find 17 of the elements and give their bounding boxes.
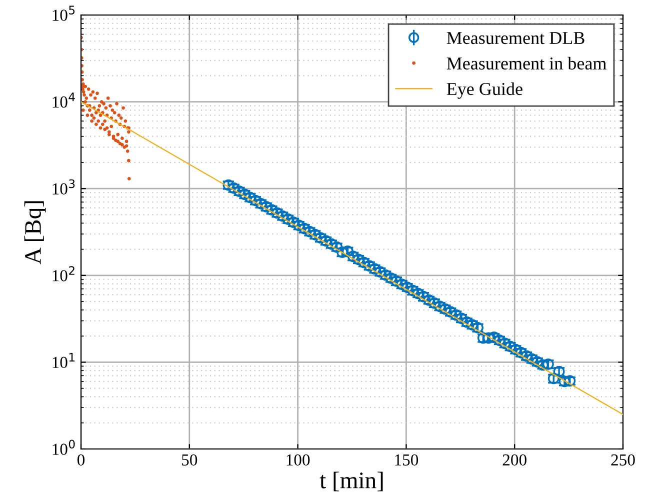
y-axis-title: A [Bq] [24,201,46,264]
y-tick-label: 10$^{1}$ [52,353,74,368]
y-tick-label: 10$^{0}$ [52,440,75,455]
x-tick-label: 0 [77,454,85,466]
y-tick-label: 10$^{3}$ [52,179,75,195]
x-tick-label: 250 [611,454,635,466]
y-tick-label: 10$^{4}$ [52,92,75,108]
legend-label: Eye Guide [446,82,522,99]
y-tick-label: 10$^{5}$ [52,6,75,21]
y-tick-label: 10$^{2}$ [52,266,74,282]
x-axis-title: t [min] [320,472,383,492]
x-tick-label: 200 [502,454,526,466]
x-tick-label: 150 [395,454,418,466]
legend-label: Measurement in beam [446,56,606,70]
x-tick-label: 100 [286,454,310,466]
x-tick-label: 50 [182,454,198,466]
legend-label: Measurement DLB [446,32,584,44]
